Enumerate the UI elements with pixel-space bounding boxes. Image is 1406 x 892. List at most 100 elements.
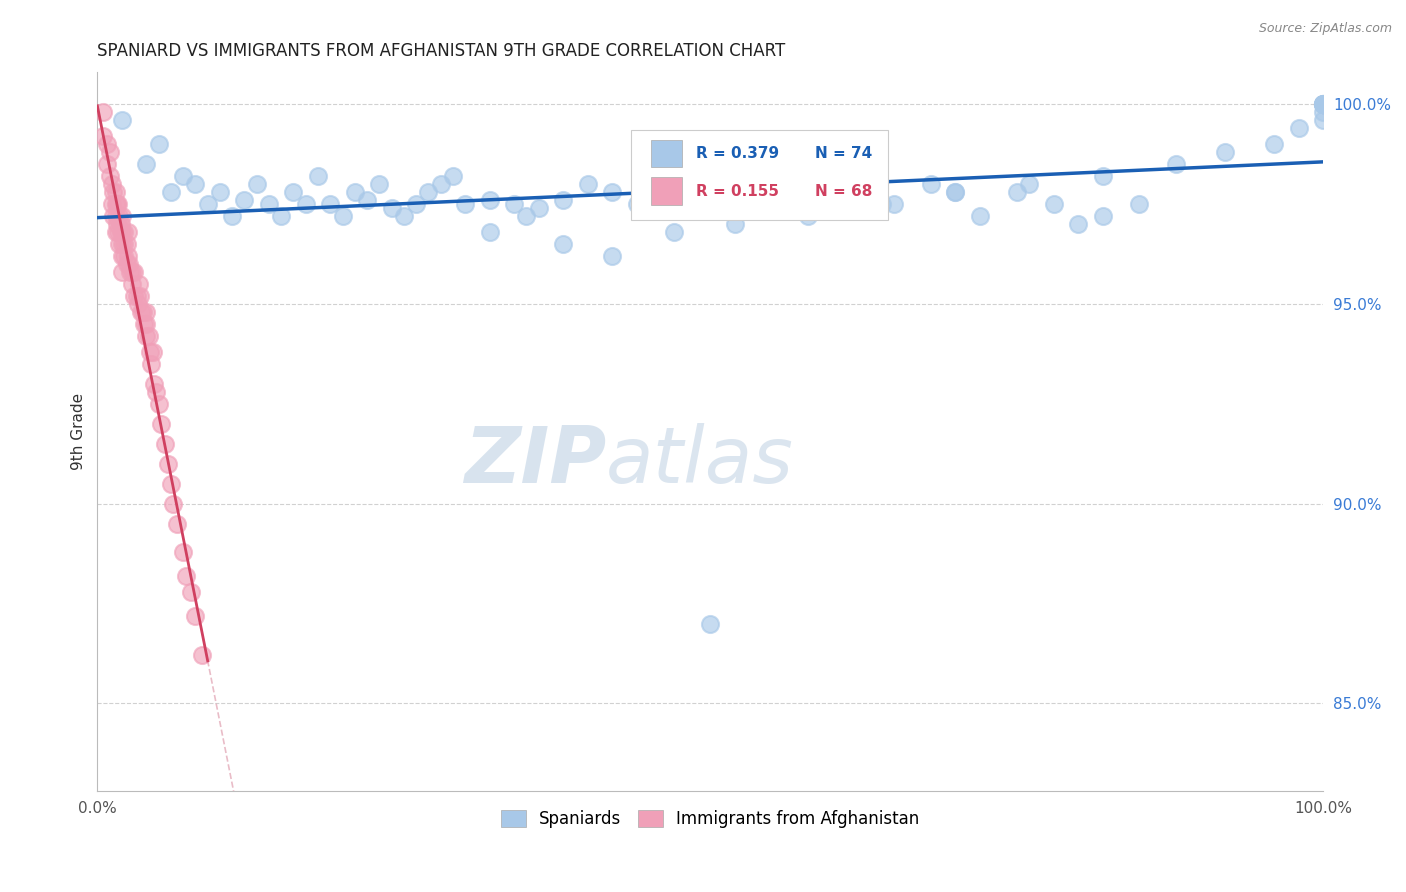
Point [122, 265, 145, 279]
Text: Source: ZipAtlas.com: Source: ZipAtlas.com [1258, 22, 1392, 36]
Point [135, 329, 157, 343]
Point [294, 197, 316, 211]
Text: N = 74: N = 74 [814, 146, 872, 161]
Point [104, 225, 127, 239]
Point [748, 169, 770, 184]
Point [821, 157, 844, 171]
Point [122, 289, 145, 303]
Point [111, 237, 134, 252]
Point [1312, 97, 1334, 112]
Point [662, 186, 685, 200]
Point [197, 197, 219, 211]
Point [1263, 137, 1285, 152]
Point [103, 209, 125, 223]
Point [111, 209, 134, 223]
Point [1288, 121, 1310, 136]
Point [1042, 197, 1064, 211]
Point [112, 237, 135, 252]
Point [104, 209, 127, 223]
Point [576, 178, 599, 192]
Point [270, 209, 292, 223]
Bar [651, 140, 682, 168]
Point [112, 249, 135, 263]
Point [172, 544, 194, 558]
Point [503, 197, 526, 211]
Point [93, 129, 115, 144]
Point [132, 305, 155, 319]
Point [150, 417, 173, 431]
Point [429, 178, 451, 192]
Point [141, 357, 163, 371]
Point [135, 157, 157, 171]
Point [110, 225, 132, 239]
Text: ZIP: ZIP [464, 423, 606, 499]
Point [121, 265, 143, 279]
Point [180, 584, 202, 599]
Point [1312, 97, 1334, 112]
Point [1067, 217, 1090, 231]
Point [1091, 169, 1114, 184]
Point [527, 201, 550, 215]
Point [111, 225, 134, 239]
Point [870, 197, 893, 211]
Point [257, 197, 280, 211]
Point [107, 197, 129, 211]
Point [157, 457, 180, 471]
Point [96, 157, 118, 171]
Point [797, 209, 820, 223]
Point [129, 289, 152, 303]
Point [920, 178, 942, 192]
Point [108, 237, 131, 252]
Point [600, 249, 623, 263]
Point [478, 225, 501, 239]
Point [368, 178, 391, 192]
Point [1166, 157, 1188, 171]
Point [945, 186, 967, 200]
Point [104, 197, 127, 211]
Point [184, 608, 207, 623]
Point [111, 113, 134, 128]
Point [190, 648, 212, 663]
Point [381, 201, 404, 215]
Point [553, 237, 575, 252]
Point [104, 186, 127, 200]
Point [98, 169, 121, 184]
Point [600, 186, 623, 200]
Point [418, 186, 440, 200]
Point [221, 209, 243, 223]
Point [392, 209, 415, 223]
Point [1312, 97, 1334, 112]
Point [120, 265, 142, 279]
Point [108, 209, 131, 223]
Point [724, 178, 747, 192]
Point [162, 497, 184, 511]
Point [117, 225, 139, 239]
Point [307, 169, 329, 184]
Point [332, 209, 354, 223]
Point [125, 289, 148, 303]
Point [127, 297, 149, 311]
Point [117, 249, 139, 263]
Point [945, 186, 967, 200]
Point [343, 186, 366, 200]
Point [233, 193, 256, 207]
Point [105, 197, 128, 211]
Point [174, 568, 197, 582]
Text: SPANIARD VS IMMIGRANTS FROM AFGHANISTAN 9TH GRADE CORRELATION CHART: SPANIARD VS IMMIGRANTS FROM AFGHANISTAN … [97, 42, 786, 60]
Point [135, 305, 157, 319]
Y-axis label: 9th Grade: 9th Grade [72, 393, 86, 470]
Point [172, 169, 194, 184]
Point [118, 257, 141, 271]
Point [142, 376, 165, 391]
Point [138, 329, 160, 343]
Point [969, 209, 991, 223]
Point [105, 217, 128, 231]
Point [98, 145, 121, 160]
Point [246, 178, 269, 192]
Point [135, 317, 157, 331]
Point [96, 137, 118, 152]
Point [160, 186, 183, 200]
Point [1312, 113, 1334, 128]
Point [121, 277, 143, 291]
Point [132, 317, 155, 331]
